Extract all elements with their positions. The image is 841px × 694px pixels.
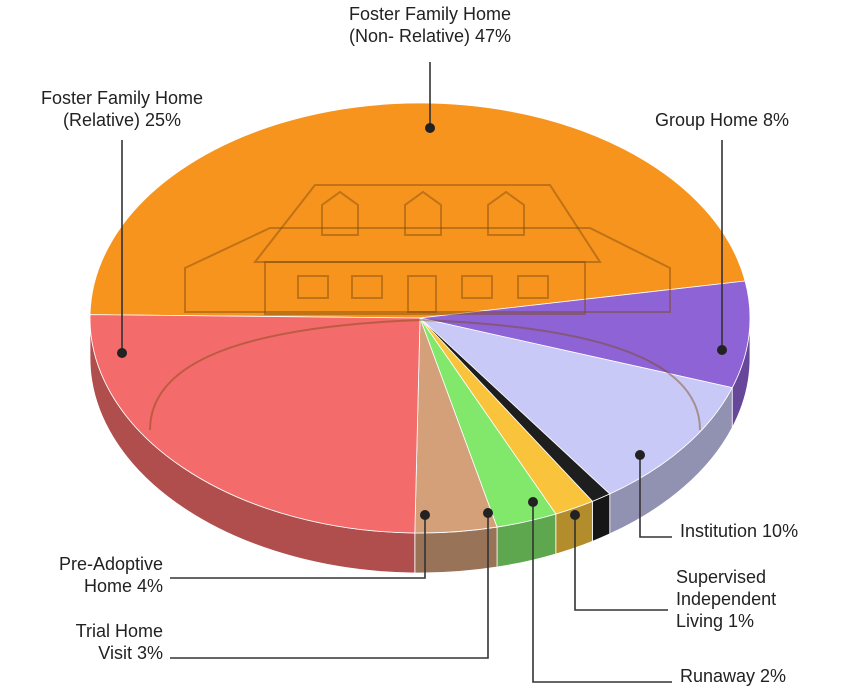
value-label: 8% [763,110,789,130]
value-label: 47% [475,26,511,46]
label-dot [483,508,493,518]
label-line: Living [676,611,723,631]
label-dot [117,348,127,358]
value-label: 3% [137,643,163,663]
label-dot [528,497,538,507]
value-label: 25% [145,110,181,130]
label-line: Trial Home [76,621,163,641]
slice [90,315,420,533]
slice [90,103,745,318]
label-dot [420,510,430,520]
label-dot [425,123,435,133]
label-line: (Non- Relative) [349,26,470,46]
label-dot [570,510,580,520]
value-label: 4% [137,576,163,596]
label-line: Foster Family Home [349,4,511,24]
label-line: Foster Family Home [41,88,203,108]
pie [90,103,750,573]
label-line: Independent [676,589,776,609]
chart: Foster Family Home(Non- Relative)47%Grou… [0,0,841,694]
value-label: 2% [760,666,786,686]
label-line: Group Home [655,110,758,130]
label-line: Runaway [680,666,755,686]
slice-side [415,527,497,573]
label-line: Visit [98,643,132,663]
label-dot [717,345,727,355]
slice-side [592,494,609,541]
label-dot [635,450,645,460]
label-line: Home [84,576,132,596]
value-label: 10% [762,521,798,541]
value-label: 1% [728,611,754,631]
slice-label: Foster Family Home(Non- Relative)47% [349,4,511,46]
label-line: Supervised [676,567,766,587]
label-line: Pre-Adoptive [59,554,163,574]
label-line: Institution [680,521,757,541]
slice-label: Foster Family Home(Relative)25% [41,88,203,130]
label-line: (Relative) [63,110,140,130]
